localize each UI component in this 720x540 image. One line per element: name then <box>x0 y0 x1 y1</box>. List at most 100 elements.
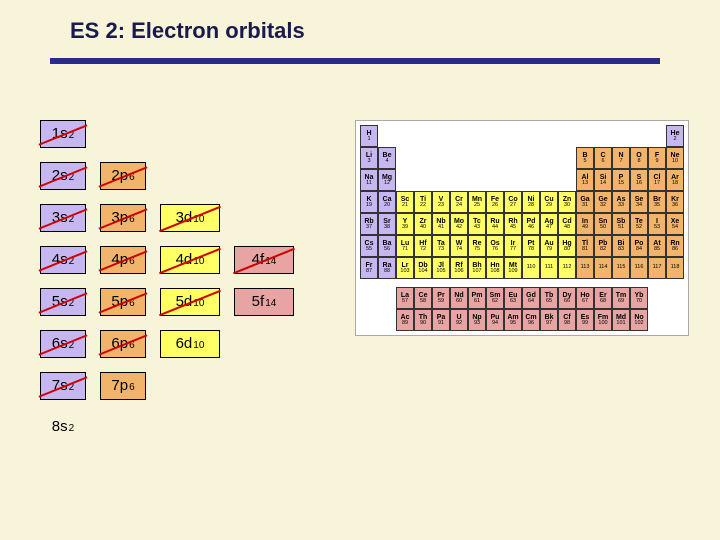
slide-title: ES 2: Electron orbitals <box>70 18 305 44</box>
element-O: O8 <box>630 147 648 169</box>
element-113: 113 <box>576 257 594 279</box>
element-number: 25 <box>474 203 480 209</box>
element-Pt: Pt78 <box>522 235 540 257</box>
orbital-label: 3s <box>52 209 68 226</box>
element-Ta: Ta73 <box>432 235 450 257</box>
orbital-5f: 5f14 <box>234 288 294 316</box>
orbital-label: 4s <box>52 251 68 268</box>
element-number: 51 <box>618 225 624 231</box>
element-number: 69 <box>618 299 624 305</box>
element-Bi: Bi83 <box>612 235 630 257</box>
element-number: 74 <box>456 247 462 253</box>
orbital-label: 3d <box>176 209 193 226</box>
element-number: 48 <box>564 225 570 231</box>
element-At: At85 <box>648 235 666 257</box>
element-number: 36 <box>672 203 678 209</box>
element-number: 117 <box>653 265 662 271</box>
orbital-row: 6s26p66d10 <box>40 330 294 362</box>
orbital-row: 3s23p63d10 <box>40 204 294 236</box>
element-Pa: Pa91 <box>432 309 450 331</box>
element-As: As33 <box>612 191 630 213</box>
element-Os: Os76 <box>486 235 504 257</box>
element-Rf: Rf106 <box>450 257 468 279</box>
element-number: 79 <box>546 247 552 253</box>
orbital-row: 2s22p6 <box>40 162 294 194</box>
element-Tm: Tm69 <box>612 287 630 309</box>
element-number: 83 <box>618 247 624 253</box>
orbital-7s: 7s2 <box>40 372 86 400</box>
orbital-exp: 6 <box>129 256 135 267</box>
element-Ag: Ag47 <box>540 213 558 235</box>
element-number: 20 <box>384 203 390 209</box>
orbital-label: 4f <box>252 251 265 268</box>
element-number: 100 <box>598 321 607 327</box>
element-number: 3 <box>367 159 370 165</box>
element-number: 84 <box>636 247 642 253</box>
element-number: 101 <box>616 321 625 327</box>
element-Hg: Hg80 <box>558 235 576 257</box>
element-number: 103 <box>400 269 409 275</box>
element-Sr: Sr38 <box>378 213 396 235</box>
element-B: B5 <box>576 147 594 169</box>
orbital-row: 7s2 7p6 <box>40 372 294 404</box>
orbital-exp: 6 <box>129 214 135 225</box>
element-number: 72 <box>420 247 426 253</box>
orbital-exp: 2 <box>69 130 75 141</box>
element-number: 50 <box>600 225 606 231</box>
element-number: 15 <box>618 181 624 187</box>
orbital-6s: 6s2 <box>40 330 86 358</box>
element-Sc: Sc21 <box>396 191 414 213</box>
element-Ac: Ac89 <box>396 309 414 331</box>
element-No: No102 <box>630 309 648 331</box>
element-Zr: Zr40 <box>414 213 432 235</box>
element-V: V23 <box>432 191 450 213</box>
element-F: F9 <box>648 147 666 169</box>
element-Tb: Tb65 <box>540 287 558 309</box>
element-Pb: Pb82 <box>594 235 612 257</box>
element-Am: Am95 <box>504 309 522 331</box>
element-number: 41 <box>438 225 444 231</box>
orbital-label: 4p <box>111 251 128 268</box>
orbital-label: 1s <box>52 125 68 142</box>
element-La: La57 <box>396 287 414 309</box>
orbital-7p: 7p6 <box>100 372 146 400</box>
element-Fm: Fm100 <box>594 309 612 331</box>
element-number: 19 <box>366 203 372 209</box>
element-Cd: Cd48 <box>558 213 576 235</box>
element-number: 82 <box>600 247 606 253</box>
element-number: 104 <box>418 269 427 275</box>
element-number: 97 <box>546 321 552 327</box>
element-Fr: Fr87 <box>360 257 378 279</box>
element-number: 39 <box>402 225 408 231</box>
orbital-label: 6p <box>111 335 128 352</box>
orbital-exp: 2 <box>69 256 75 267</box>
orbital-5d: 5d10 <box>160 288 220 316</box>
element-Ra: Ra88 <box>378 257 396 279</box>
element-Md: Md101 <box>612 309 630 331</box>
element-Sb: Sb51 <box>612 213 630 235</box>
element-Dy: Dy66 <box>558 287 576 309</box>
element-number: 33 <box>618 203 624 209</box>
element-115: 115 <box>612 257 630 279</box>
element-number: 94 <box>492 321 498 327</box>
element-number: 112 <box>563 265 572 271</box>
orbital-4p: 4p6 <box>100 246 146 274</box>
element-117: 117 <box>648 257 666 279</box>
element-W: W74 <box>450 235 468 257</box>
element-Ar: Ar18 <box>666 169 684 191</box>
element-number: 43 <box>474 225 480 231</box>
orbital-label: 2s <box>52 167 68 184</box>
element-number: 46 <box>528 225 534 231</box>
element-Fe: Fe26 <box>486 191 504 213</box>
element-number: 90 <box>420 321 426 327</box>
element-Lr: Lr103 <box>396 257 414 279</box>
element-Rh: Rh45 <box>504 213 522 235</box>
orbital-label: 3p <box>111 209 128 226</box>
element-Si: Si14 <box>594 169 612 191</box>
orbital-2p: 2p6 <box>100 162 146 190</box>
orbital-label: 7s <box>52 377 68 394</box>
element-number: 91 <box>438 321 444 327</box>
element-number: 110 <box>527 265 536 271</box>
element-number: 102 <box>634 321 643 327</box>
element-number: 93 <box>474 321 480 327</box>
